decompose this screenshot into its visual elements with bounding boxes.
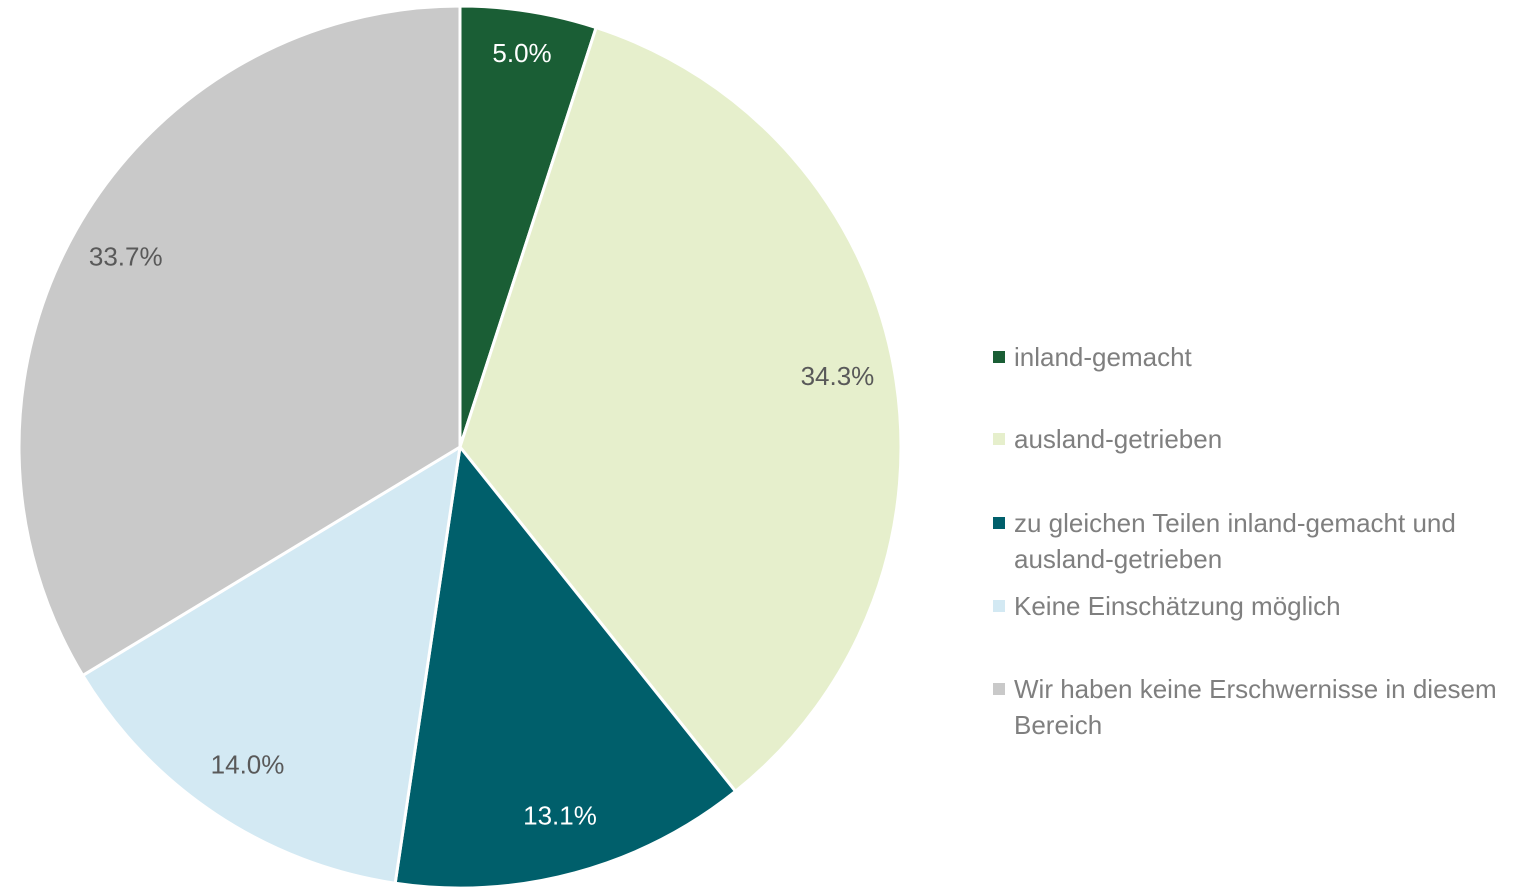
data-label: 34.3% xyxy=(801,361,875,391)
legend-item: zu gleichen Teilen inland-gemacht und au… xyxy=(990,505,1515,577)
data-label: 33.7% xyxy=(89,242,163,272)
legend-label: Keine Einschätzung möglich xyxy=(1014,591,1341,621)
legend-item: ausland-getrieben xyxy=(990,421,1515,457)
legend-label: inland-gemacht xyxy=(1014,342,1192,372)
legend-label: ausland-getrieben xyxy=(1014,424,1223,454)
data-label: 13.1% xyxy=(523,800,597,830)
pie-slice xyxy=(458,25,903,794)
data-label: 14.0% xyxy=(211,749,285,779)
pie-slice xyxy=(80,444,462,885)
legend-swatch xyxy=(993,683,1005,695)
legend-swatch xyxy=(993,433,1005,445)
legend-swatch xyxy=(993,351,1005,363)
legend-item: Keine Einschätzung möglich xyxy=(990,588,1515,624)
pie-slice xyxy=(393,443,738,888)
data-label: 5.0% xyxy=(492,38,551,68)
legend-label: zu gleichen Teilen inland-gemacht und au… xyxy=(1014,508,1456,574)
legend-label: Wir haben keine Erschwernisse in diesem … xyxy=(1014,674,1497,740)
legend-swatch xyxy=(993,517,1005,529)
legend-swatch xyxy=(993,600,1005,612)
legend-item: Wir haben keine Erschwernisse in diesem … xyxy=(990,671,1515,743)
legend: inland-gemacht ausland-getrieben zu gleich… xyxy=(990,0,1515,888)
chart: 5.0% 34.3% 13.1% 14.0% 33.7% xyxy=(17,4,903,888)
pie-slice xyxy=(17,4,462,678)
legend-item: inland-gemacht xyxy=(990,339,1515,375)
